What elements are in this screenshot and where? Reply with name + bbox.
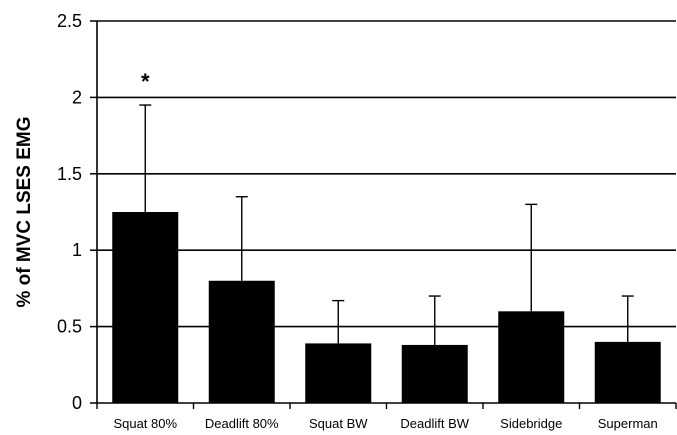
- x-category-label: Deadlift 80%: [205, 416, 279, 431]
- error-bars: [139, 104, 634, 345]
- x-category-label: Deadlift BW: [400, 416, 469, 431]
- y-tick-label: 2.5: [57, 11, 82, 31]
- x-category-label: Superman: [598, 416, 658, 431]
- y-tick-label: 0: [72, 393, 82, 413]
- bar: [594, 341, 661, 403]
- bars: [112, 212, 661, 403]
- y-tick-labels: 0 0.5 1 1.5 2 2.5: [57, 11, 82, 413]
- gridlines: [97, 20, 676, 328]
- y-axis-label: % of MVC LSES EMG: [14, 116, 35, 307]
- x-category-label: Squat 80%: [113, 416, 177, 431]
- axes: [90, 20, 677, 409]
- x-category-label: Sidebridge: [500, 416, 562, 431]
- bar: [112, 212, 179, 403]
- x-category-labels: Squat 80% Deadlift 80% Squat BW Deadlift BW…: [113, 416, 657, 431]
- y-tick-label: 1.5: [57, 164, 82, 184]
- bar: [401, 344, 468, 403]
- y-tick-label: 2: [72, 87, 82, 107]
- significance-marker: *: [141, 69, 150, 94]
- y-tick-label: 1: [72, 240, 82, 260]
- bar: [208, 280, 275, 403]
- y-tick-label: 0.5: [57, 317, 82, 337]
- x-category-label: Squat BW: [309, 416, 368, 431]
- bar: [305, 343, 372, 403]
- bar: [498, 311, 565, 403]
- annotations: *: [141, 69, 150, 94]
